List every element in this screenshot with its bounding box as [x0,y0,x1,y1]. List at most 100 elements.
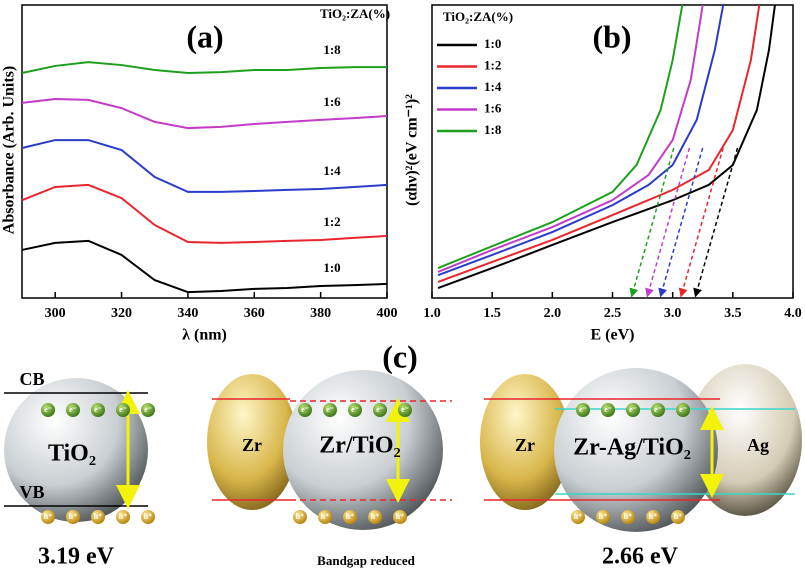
electron-label: e⁻ [654,405,662,414]
vb-label: VB [19,482,44,502]
electron [651,403,665,417]
sphere-label: TiO₂ [48,441,96,467]
hole-label: h⁺ [119,512,128,521]
hole-label: h⁺ [321,512,330,521]
electron [298,403,312,417]
data-line [437,4,761,283]
x-axis-label: E (eV) [591,327,635,344]
electron-label: e⁻ [604,405,612,414]
hole-label: h⁺ [44,512,53,521]
x-axis-label: λ (nm) [182,327,227,344]
panel-label: (a) [186,18,223,54]
x-tick-label: 3.0 [664,306,682,321]
electron-label: e⁻ [579,405,587,414]
x-tick-label: 4.0 [784,306,802,321]
x-tick-label: 360 [244,306,265,321]
x-tick-label: 3.5 [724,306,742,321]
electron-label: e⁻ [629,405,637,414]
zr-label: Zr [515,435,535,455]
x-tick-label: 380 [310,306,331,321]
caption: Bandgap reduced [317,553,415,568]
legend-title: TiO₂:ZA(%) [443,9,513,24]
electron [348,403,362,417]
hole-label: h⁺ [574,512,583,521]
hole [41,510,55,524]
hole-label: h⁺ [346,512,355,521]
x-tick-label: 400 [377,306,398,321]
extrapolation-line [658,147,704,298]
curve-label: 1:2 [323,214,340,229]
y-axis-label: (αhν)²(eV cm⁻¹)² [404,94,421,206]
x-tick-label: 2.0 [544,306,562,321]
panel-label: (c) [382,338,418,374]
plot-frame [21,4,388,299]
electron-label: e⁻ [376,405,384,414]
tio2-sphere [4,378,148,522]
x-tick-label: 1.0 [423,306,441,321]
electron [91,403,105,417]
hole [141,510,155,524]
hole-label: h⁺ [69,512,78,521]
caption: 3.19 eV [38,544,115,570]
electron-label: e⁻ [69,405,77,414]
hole [671,510,685,524]
data-line [437,4,776,289]
legend-label: 1:0 [484,36,501,51]
electron [41,403,55,417]
hole-label: h⁺ [296,512,305,521]
data-line [21,98,388,130]
electron-label: e⁻ [679,405,687,414]
electron [576,403,590,417]
x-tick-label: 320 [111,306,132,321]
x-tick-label: 340 [177,306,198,321]
electron-label: e⁻ [351,405,359,414]
zr-sphere [207,374,297,510]
extrapolation-line [678,147,724,298]
hole [318,510,332,524]
ag-label: Ag [747,435,769,455]
hole-label: h⁺ [599,512,608,521]
electron [323,403,337,417]
legend-label: 1:2 [484,57,501,72]
data-line [21,183,388,244]
hole-label: h⁺ [144,512,153,521]
hole-label: h⁺ [94,512,103,521]
extrapolation-line [629,147,675,298]
electron-label: e⁻ [326,405,334,414]
electron-label: e⁻ [144,405,152,414]
data-line [437,4,725,277]
electron [626,403,640,417]
electron-label: e⁻ [401,405,409,414]
extrapolation-line [645,147,691,298]
panel-label: (b) [592,18,631,54]
hole [343,510,357,524]
caption: 2.66 eV [602,544,679,570]
zr-sphere [480,374,570,510]
curve-label: 1:0 [323,260,340,275]
data-line [437,4,704,273]
data-line [21,61,387,74]
cb-label: CB [19,369,44,389]
legend-label: 1:6 [484,100,502,115]
hole [91,510,105,524]
legend-label: 1:4 [484,79,502,94]
electron [676,403,690,417]
legend-label: 1:8 [484,122,502,137]
curve-label: 1:8 [323,42,341,57]
hole [393,510,407,524]
hole [66,510,80,524]
hole [293,510,307,524]
electron [398,403,412,417]
sphere-label: Zr/TiO₂ [319,433,400,459]
hole [621,510,635,524]
zr-label: Zr [242,435,262,455]
x-tick-label: 2.5 [604,306,622,321]
electron [373,403,387,417]
x-tick-label: 1.5 [483,306,501,321]
x-tick-label: 300 [45,306,66,321]
hole [116,510,130,524]
hole-label: h⁺ [649,512,658,521]
electron [141,403,155,417]
hole [571,510,585,524]
